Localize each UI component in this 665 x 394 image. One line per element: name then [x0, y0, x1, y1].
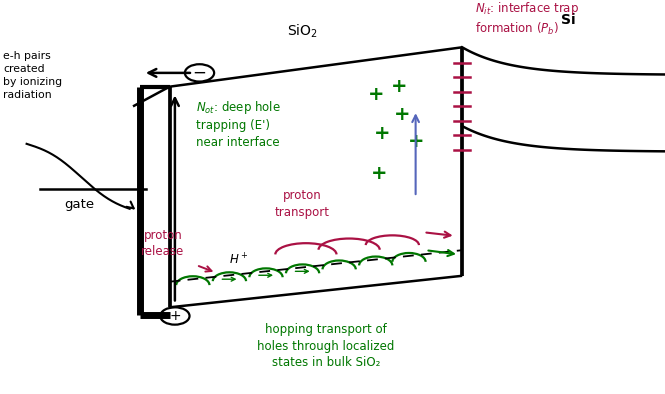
Text: +: +	[371, 164, 387, 183]
Text: $N_{it}$: interface trap
formation ($P_b$): $N_{it}$: interface trap formation ($P_b…	[475, 0, 579, 37]
Text: +: +	[169, 309, 181, 323]
Text: e-h pairs
created
by ionizing
radiation: e-h pairs created by ionizing radiation	[3, 51, 63, 100]
Text: +: +	[394, 105, 410, 124]
Text: +: +	[408, 132, 424, 151]
Text: hopping transport of
holes through localized
states in bulk SiO₂: hopping transport of holes through local…	[257, 323, 394, 369]
Text: +: +	[391, 77, 407, 96]
Text: +: +	[374, 125, 390, 143]
Text: proton
transport: proton transport	[275, 189, 330, 219]
Text: Si: Si	[561, 13, 576, 27]
Text: +: +	[368, 85, 384, 104]
Text: $N_{ot}$: deep hole
trapping (E')
near interface: $N_{ot}$: deep hole trapping (E') near i…	[196, 98, 281, 149]
Text: $H^+$: $H^+$	[229, 253, 249, 268]
Text: −: −	[193, 64, 206, 82]
Text: gate: gate	[65, 199, 95, 211]
Text: SiO$_2$: SiO$_2$	[287, 23, 318, 40]
Text: proton
release: proton release	[141, 229, 185, 258]
